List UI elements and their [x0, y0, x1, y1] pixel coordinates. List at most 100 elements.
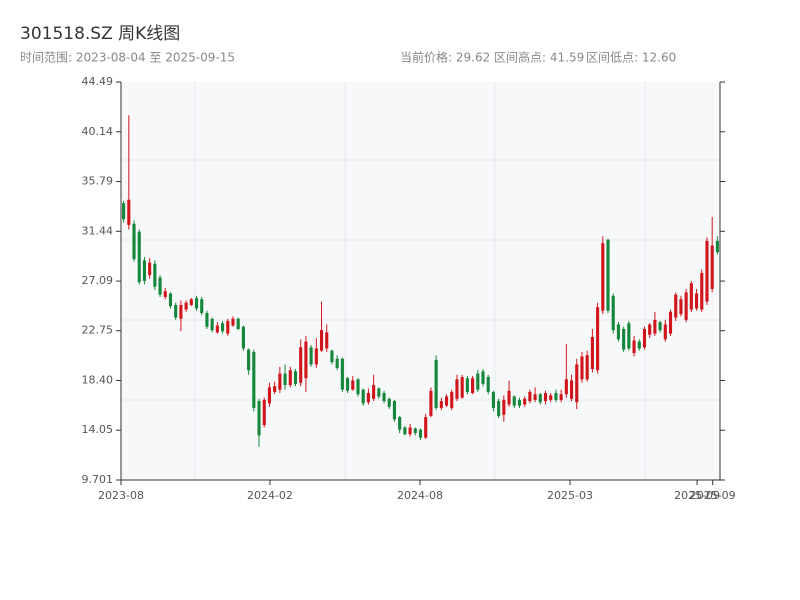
candle-body	[122, 203, 126, 220]
candle-body	[497, 401, 501, 416]
stat: 当前价格: 29.62	[400, 50, 490, 65]
candle-body	[377, 388, 381, 397]
candle-body	[471, 378, 475, 394]
candle-body	[694, 293, 699, 309]
candle-body	[413, 428, 417, 434]
candle-body	[158, 277, 162, 295]
candle-body	[616, 324, 620, 340]
candle-body	[241, 326, 245, 349]
candle-body	[434, 359, 438, 408]
x-tick-label: 2024-02	[247, 489, 293, 502]
candle-body	[549, 395, 553, 400]
candle-body	[481, 371, 485, 384]
candle-body	[674, 294, 678, 318]
candle-body	[163, 291, 167, 297]
y-tick-label: 31.44	[82, 224, 114, 237]
candle-body	[622, 328, 626, 350]
candle-body	[575, 364, 579, 403]
candle-body	[262, 399, 266, 426]
candle-body	[392, 401, 397, 420]
candle-body	[231, 318, 235, 326]
candle-body	[356, 379, 360, 395]
candle-body	[533, 394, 537, 400]
candle-body	[403, 427, 407, 435]
candle-body	[460, 377, 464, 398]
candle-body	[194, 298, 199, 309]
candle-body	[142, 260, 147, 281]
candle-body	[418, 429, 423, 438]
candle-body	[523, 398, 527, 405]
candle-body	[648, 324, 652, 335]
candle-body	[148, 262, 152, 276]
candle-body	[538, 394, 542, 403]
candle-body	[283, 373, 287, 386]
y-tick-label: 14.05	[82, 423, 114, 436]
y-tick-label: 22.75	[82, 324, 114, 337]
candle-body	[366, 393, 370, 403]
candle-body	[278, 373, 282, 390]
candle-body	[361, 389, 365, 404]
candle-body	[627, 323, 631, 349]
candle-body	[299, 347, 303, 383]
candle-body	[564, 379, 568, 395]
candle-body	[715, 240, 719, 253]
candle-body	[372, 385, 376, 399]
candle-body	[491, 391, 495, 408]
x-tick-label: 2025-09	[674, 489, 720, 502]
candle-body	[637, 341, 641, 349]
candle-body	[210, 318, 214, 331]
candle-body	[335, 358, 339, 368]
candle-body	[517, 399, 522, 406]
candle-body	[205, 312, 209, 327]
candle-body	[293, 371, 298, 384]
candle-body	[658, 322, 662, 331]
x-tick-label: 2024-08	[397, 489, 443, 502]
candle-body	[444, 396, 449, 406]
candle-body	[330, 350, 334, 363]
candle-body	[408, 427, 412, 435]
x-tick-label: 2025-03	[547, 489, 593, 502]
candle-body	[559, 394, 563, 400]
candle-body	[507, 390, 511, 405]
y-tick-label: 40.14	[82, 125, 114, 138]
chart-title: 301518.SZ 周K线图	[20, 24, 180, 44]
candle-body	[476, 373, 480, 390]
candle-body	[351, 380, 355, 390]
candle-body	[221, 323, 225, 332]
subtitle: 时间范围: 2023-08-04 至 2025-09-15	[20, 51, 235, 65]
candle-body	[606, 239, 610, 311]
plot-area	[121, 82, 720, 480]
candle-body	[705, 240, 709, 302]
candle-body	[273, 386, 277, 392]
candle-body	[642, 328, 647, 348]
candle-body	[486, 377, 490, 392]
candle-body	[465, 378, 469, 392]
y-tick-label: 27.09	[82, 274, 114, 287]
candle-body	[398, 417, 402, 430]
candle-body	[684, 292, 688, 320]
candle-body	[304, 341, 308, 379]
candle-body	[189, 299, 193, 305]
candle-body	[580, 356, 584, 380]
candle-body	[309, 347, 313, 365]
candle-body	[689, 283, 693, 310]
candle-body	[257, 401, 261, 436]
candle-body	[247, 349, 251, 371]
candle-body	[424, 417, 428, 438]
candle-body	[132, 223, 136, 260]
candle-body	[179, 304, 183, 319]
background-grid	[121, 82, 720, 480]
candle-body	[382, 393, 386, 402]
x-tick-label: 2023-08	[98, 489, 144, 502]
candle-body	[554, 393, 558, 400]
candle-body	[632, 340, 636, 354]
candle-body	[314, 348, 318, 365]
candle-body	[153, 263, 157, 287]
candle-body	[215, 325, 219, 333]
candle-body	[429, 390, 433, 416]
candle-body	[668, 311, 673, 334]
candle-body	[590, 337, 594, 370]
candle-body	[700, 272, 704, 310]
candle-body	[528, 391, 532, 402]
